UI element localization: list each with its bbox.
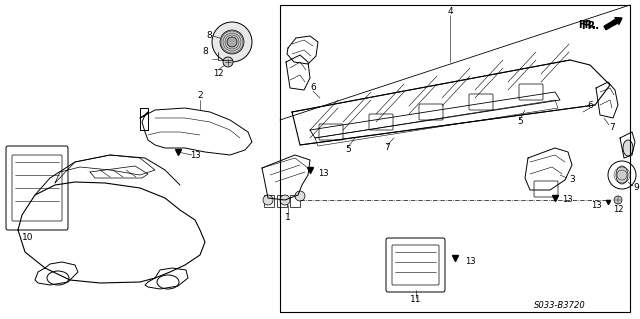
Circle shape xyxy=(295,191,305,201)
Text: 4: 4 xyxy=(447,8,453,17)
Ellipse shape xyxy=(47,271,69,285)
Circle shape xyxy=(227,37,237,47)
Ellipse shape xyxy=(616,166,628,184)
Text: 11: 11 xyxy=(410,295,421,305)
Circle shape xyxy=(280,195,290,205)
Text: 6: 6 xyxy=(587,100,593,109)
Circle shape xyxy=(608,161,636,189)
Text: 7: 7 xyxy=(384,144,390,152)
Circle shape xyxy=(263,195,273,205)
Bar xyxy=(277,195,287,207)
Text: 8: 8 xyxy=(206,32,212,41)
Circle shape xyxy=(220,30,244,54)
Text: 2: 2 xyxy=(197,92,203,100)
FancyBboxPatch shape xyxy=(419,104,443,120)
Text: 5: 5 xyxy=(517,117,523,127)
Text: 1: 1 xyxy=(285,213,291,222)
Text: 10: 10 xyxy=(22,234,34,242)
FancyBboxPatch shape xyxy=(519,84,543,100)
Ellipse shape xyxy=(157,275,179,289)
Text: 3: 3 xyxy=(569,175,575,184)
Circle shape xyxy=(212,22,252,62)
FancyBboxPatch shape xyxy=(469,94,493,110)
Bar xyxy=(264,195,274,207)
Circle shape xyxy=(223,57,233,67)
FancyBboxPatch shape xyxy=(386,238,445,292)
Circle shape xyxy=(614,196,622,204)
FancyBboxPatch shape xyxy=(534,181,558,197)
Text: 8: 8 xyxy=(202,48,208,56)
FancyBboxPatch shape xyxy=(319,124,343,140)
Text: FR.: FR. xyxy=(578,20,596,30)
Text: 6: 6 xyxy=(310,84,316,93)
Text: 5: 5 xyxy=(345,145,351,154)
FancyBboxPatch shape xyxy=(369,114,393,130)
Text: 13: 13 xyxy=(318,168,328,177)
FancyArrow shape xyxy=(604,18,622,30)
Text: 13: 13 xyxy=(562,196,573,204)
Text: 13: 13 xyxy=(591,201,602,210)
Text: 7: 7 xyxy=(609,123,615,132)
Ellipse shape xyxy=(623,140,633,156)
Text: S033-B3720: S033-B3720 xyxy=(534,300,586,309)
Text: 12: 12 xyxy=(612,205,623,214)
Text: 9: 9 xyxy=(633,183,639,192)
FancyBboxPatch shape xyxy=(12,155,62,221)
FancyBboxPatch shape xyxy=(392,245,439,285)
Text: 12: 12 xyxy=(212,69,223,78)
FancyBboxPatch shape xyxy=(6,146,68,230)
Bar xyxy=(290,195,300,207)
Text: 13: 13 xyxy=(465,256,476,265)
Text: FR.: FR. xyxy=(581,21,599,31)
Text: 13: 13 xyxy=(190,151,200,160)
